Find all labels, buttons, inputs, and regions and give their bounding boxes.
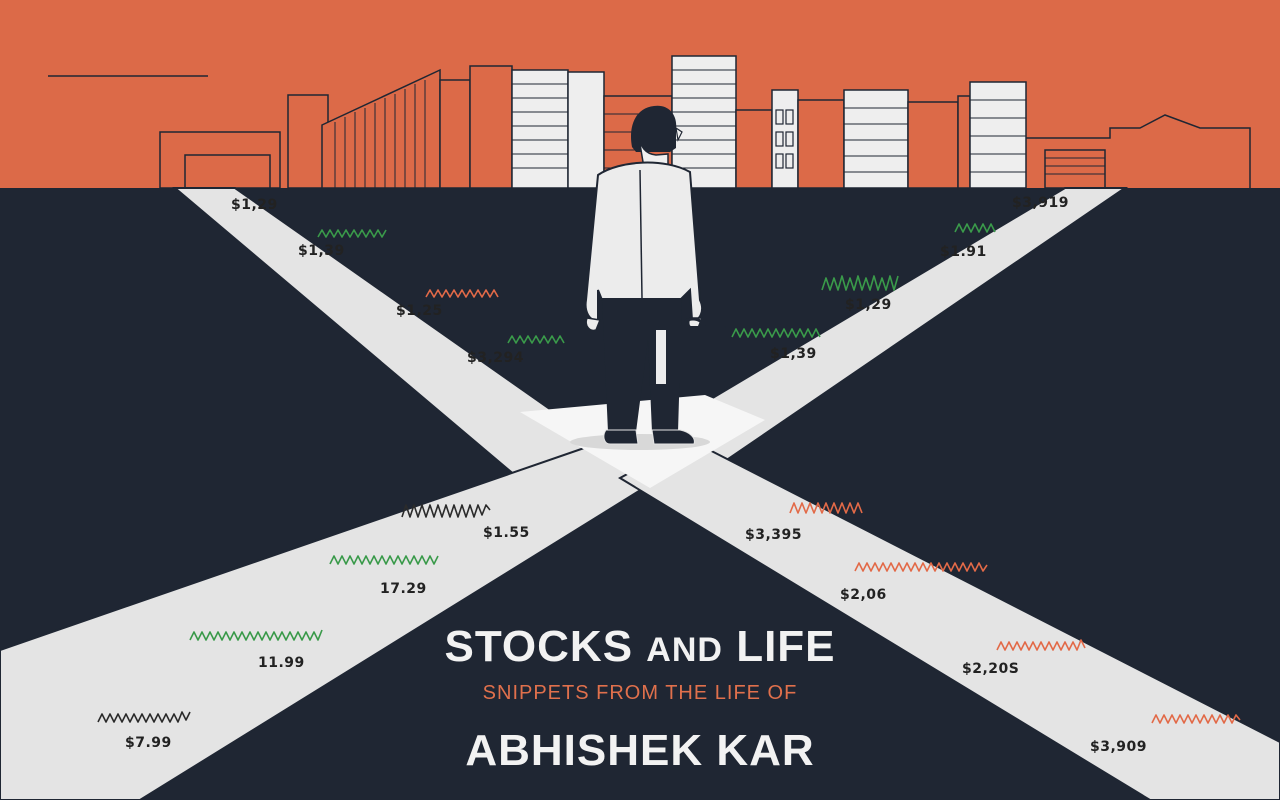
poster-title: STOCKS AND LIFE [0, 622, 1280, 672]
price-label: $1,25 [396, 303, 443, 319]
price-label: $3,294 [467, 350, 525, 366]
price-label: $1,39 [770, 346, 817, 362]
businessman [570, 105, 726, 450]
road-bottom-left [0, 444, 663, 800]
price-label: $3,909 [1090, 739, 1148, 755]
price-label: $2,06 [840, 587, 887, 603]
briefcase [658, 326, 726, 382]
price-label: $7.99 [125, 735, 172, 751]
jacket [584, 161, 703, 322]
price-label: $2,20S [962, 661, 1020, 677]
price-label: $1,39 [298, 243, 345, 259]
title-word-and: AND [646, 631, 723, 669]
crossroads [0, 187, 1280, 800]
title-word-life: LIFE [736, 622, 836, 671]
price-label: $1.91 [940, 244, 987, 260]
price-label: $3,395 [745, 527, 803, 543]
poster-subtitle: SNIPPETS FROM THE LIFE OF [482, 682, 798, 704]
price-label: 11.99 [258, 655, 305, 671]
price-label: $1,29 [845, 297, 892, 313]
price-label: $1,29 [231, 197, 278, 213]
price-label: 17.29 [380, 581, 427, 597]
head-hair [630, 105, 677, 152]
price-label: $1.55 [483, 525, 530, 541]
title-word-stocks: STOCKS [444, 622, 634, 671]
author-name: ABHISHEK KAR [465, 726, 815, 775]
stock-squiggles [97, 223, 1241, 724]
price-label: $3,919 [1012, 195, 1070, 211]
